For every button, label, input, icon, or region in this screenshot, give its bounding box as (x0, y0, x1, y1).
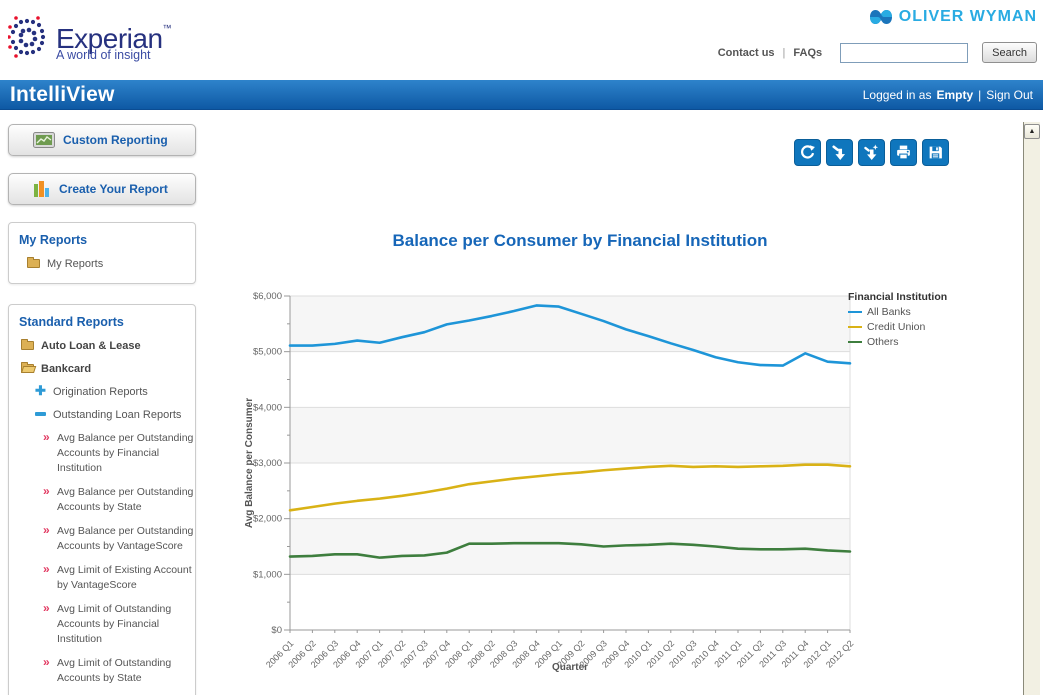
oliver-wyman-icon (869, 10, 892, 24)
svg-text:$1,000: $1,000 (253, 569, 282, 580)
export-pdf-icon (832, 145, 846, 160)
contact-us-link[interactable]: Contact us (717, 46, 775, 59)
page-header: Experian™ A world of insight OLIVER WYMA… (0, 0, 1043, 80)
folder-label: Bankcard (41, 363, 92, 375)
export-excel-button[interactable] (858, 139, 885, 166)
svg-text:Avg Balance per Consumer: Avg Balance per Consumer (244, 398, 255, 528)
folder-open-icon (21, 362, 34, 373)
folder-bankcard[interactable]: Bankcard (21, 362, 187, 376)
standard-reports-panel: Standard Reports Auto Loan & Lease Bankc… (8, 304, 196, 695)
custom-reporting-label: Custom Reporting (63, 133, 168, 147)
group-outstanding-loan-reports[interactable]: Outstanding Loan Reports (35, 408, 187, 422)
my-reports-folder-label: My Reports (47, 258, 104, 270)
svg-text:Quarter: Quarter (552, 662, 588, 673)
report-link[interactable]: » Avg Balance per Outstanding Accounts by… (43, 484, 194, 513)
line-chart: $0 $1,000 $2,000 $3,000 $4,000 $5,000 $6,000 20… (230, 272, 1020, 695)
custom-reporting-button[interactable]: Custom Reporting (8, 124, 196, 156)
legend-swatch (848, 341, 862, 343)
refresh-icon (801, 145, 815, 159)
save-icon (929, 146, 942, 159)
export-pdf-button[interactable] (826, 139, 853, 166)
report-link[interactable]: » Avg Balance per Outstanding Accounts by… (43, 430, 194, 474)
standard-reports-title: Standard Reports (19, 315, 124, 329)
group-label: Outstanding Loan Reports (53, 409, 182, 421)
app-title: IntelliView (10, 82, 115, 106)
report-link[interactable]: » Avg Limit of Outstanding Accounts by Fi… (43, 601, 172, 645)
svg-text:$0: $0 (271, 625, 282, 636)
user-divider: | (978, 87, 982, 102)
my-reports-folder[interactable]: My Reports (27, 257, 187, 271)
chart-title: Balance per Consumer by Financial Instit… (392, 231, 768, 250)
plus-icon: ✚ (35, 383, 46, 398)
print-icon (897, 145, 910, 160)
sidebar: Custom Reporting Create Your Report My R… (8, 124, 198, 695)
save-button[interactable] (922, 139, 949, 166)
report-link[interactable]: » Avg Limit of Existing Account by Vantag… (43, 562, 192, 591)
legend-label: Credit Union (867, 321, 926, 333)
svg-text:$5,000: $5,000 (253, 347, 282, 358)
group-label: Origination Reports (53, 386, 148, 398)
chevrons-icon: » (43, 430, 50, 444)
chart-toolbar (794, 139, 949, 166)
legend-item: Others (848, 336, 947, 348)
trademark: ™ (162, 23, 172, 33)
chevrons-icon: » (43, 562, 50, 576)
my-reports-title: My Reports (19, 233, 88, 247)
oliver-wyman-logo: OLIVER WYMAN (869, 8, 1037, 26)
experian-wordmark: Experian™ (56, 23, 172, 54)
chevrons-icon: » (43, 601, 50, 615)
chevrons-icon: » (43, 484, 50, 498)
folder-icon (27, 257, 40, 268)
experian-dots-icon (8, 16, 46, 58)
custom-reporting-icon (33, 132, 55, 148)
faqs-link[interactable]: FAQs (793, 46, 823, 59)
my-reports-panel: My Reports My Reports (8, 222, 196, 284)
legend-title: Financial Institution (848, 291, 948, 303)
report-list: » Avg Balance per Outstanding Accounts by… (43, 430, 193, 695)
legend-label: All Banks (867, 306, 911, 318)
search-button[interactable]: Search (982, 42, 1037, 63)
create-report-label: Create Your Report (59, 182, 168, 196)
legend-item: Credit Union (848, 321, 947, 333)
folder-label: Auto Loan & Lease (41, 340, 141, 352)
folder-auto-loan-lease[interactable]: Auto Loan & Lease (21, 339, 187, 353)
svg-text:$6,000: $6,000 (253, 291, 282, 302)
logged-in-user: Empty (936, 87, 974, 102)
logged-in-label: Logged in as (862, 87, 932, 102)
legend-swatch (848, 326, 862, 328)
legend-label: Others (867, 336, 899, 348)
group-origination-reports[interactable]: ✚ Origination Reports (35, 383, 187, 399)
print-button[interactable] (890, 139, 917, 166)
legend-item: All Banks (848, 306, 947, 318)
scroll-up-button[interactable]: ▲ (1024, 124, 1040, 139)
legend-swatch (848, 311, 862, 313)
chart-legend: Financial Institution All Banks Credit Un… (848, 291, 947, 348)
report-link[interactable]: » Avg Limit of Outstanding Accounts by St… (43, 655, 172, 684)
folder-closed-icon (21, 339, 34, 350)
experian-logo: Experian™ (8, 14, 171, 60)
minus-icon (35, 412, 46, 416)
export-excel-icon (864, 144, 879, 160)
create-report-icon (34, 181, 49, 197)
app-bar: IntelliView Logged in as Empty | Sign Ou… (0, 80, 1043, 110)
search-input[interactable] (840, 42, 969, 63)
oliver-wyman-wordmark: OLIVER WYMAN (898, 8, 1037, 25)
report-link[interactable]: » Avg Balance per Outstanding Accounts by… (43, 523, 194, 552)
sign-out-link[interactable]: Sign Out (986, 87, 1033, 102)
refresh-button[interactable] (794, 139, 821, 166)
experian-tagline: A world of insight (56, 48, 151, 62)
chevrons-icon: » (43, 655, 50, 669)
svg-text:$2,000: $2,000 (253, 514, 282, 525)
header-link-divider: | (782, 46, 786, 59)
svg-text:$4,000: $4,000 (253, 402, 282, 413)
chevrons-icon: » (43, 523, 50, 537)
create-your-report-button[interactable]: Create Your Report (8, 173, 196, 205)
vertical-scrollbar[interactable]: ▲ (1023, 122, 1040, 695)
svg-text:$3,000: $3,000 (253, 458, 282, 469)
